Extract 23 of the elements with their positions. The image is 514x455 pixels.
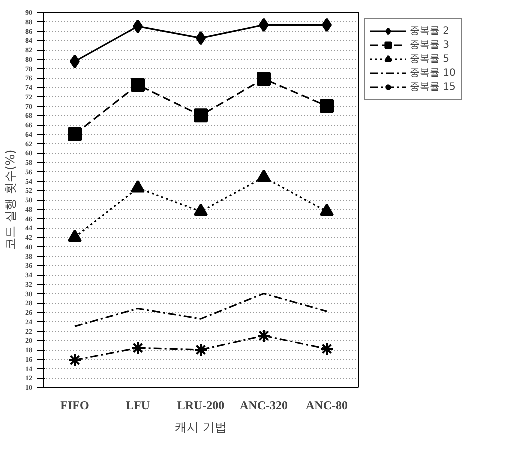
point (68, 353, 82, 368)
line-series (74, 292, 328, 328)
point (257, 328, 271, 343)
x-tick-label: LRU-200 (177, 398, 225, 412)
legend-label: 중복률 10 (410, 67, 456, 80)
x-tick-label: LFU (126, 398, 150, 412)
point (257, 72, 271, 86)
x-tick-label: FIFO (60, 398, 90, 412)
legend-label: 중복률 15 (410, 81, 456, 94)
point (320, 99, 334, 114)
point (320, 342, 334, 356)
y-axis-title: 코드 실행 횟수(%) (4, 150, 18, 250)
legend-label: 중복률 2 (410, 25, 450, 38)
x-tick-label: ANC-80 (306, 398, 348, 412)
legend-label: 중복률 3 (410, 39, 450, 52)
x-axis-title: 캐시 기법 (175, 420, 227, 434)
point (194, 108, 208, 123)
point (131, 341, 145, 356)
x-tick-label: ANC-320 (240, 398, 288, 412)
point (68, 127, 82, 142)
legend-label: 중복률 5 (410, 53, 450, 66)
point (194, 343, 208, 357)
point (131, 78, 145, 92)
